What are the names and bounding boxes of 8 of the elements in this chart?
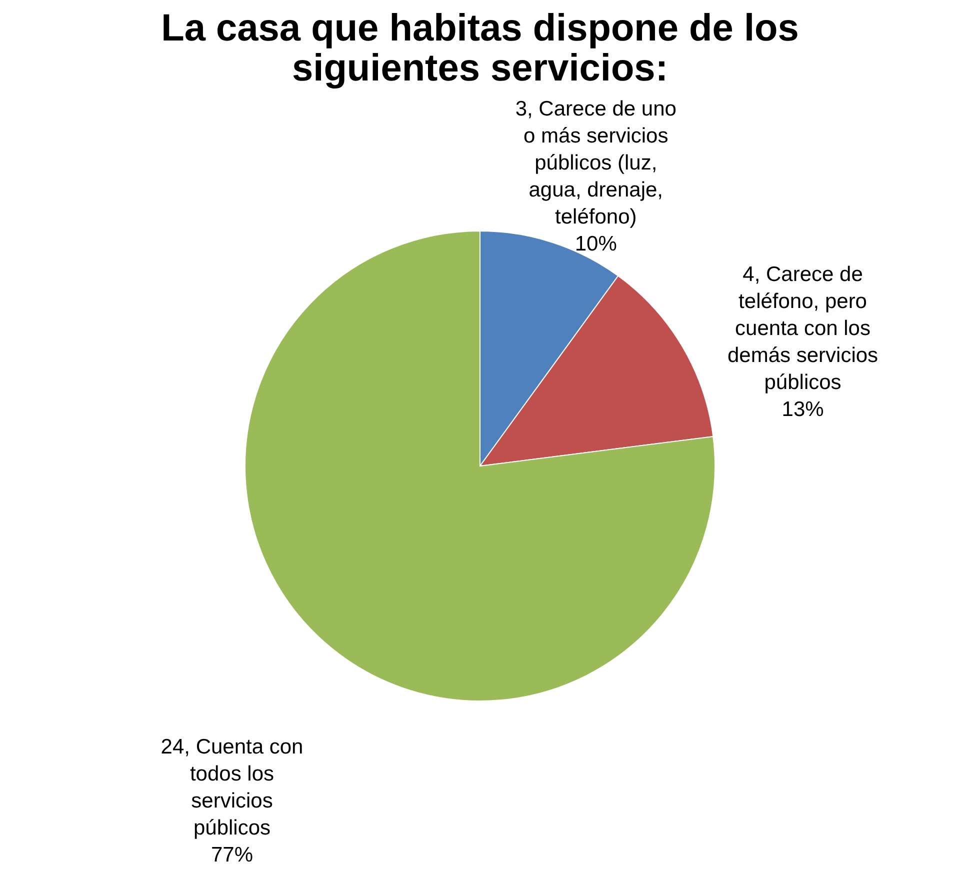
- data-label: 13%: [782, 398, 824, 422]
- data-label: 77%: [210, 843, 254, 866]
- chart-title: La casa que habitas dispone de los siguientes servicios:: [161, 7, 799, 90]
- slice-label: 24, Cuenta con todos los servicios públicos: [160, 735, 304, 840]
- slice-label: 3, Carece de uno o más servicios públicos (luz, agua, drenaje, teléfono): [515, 97, 676, 228]
- data-label: 10%: [574, 232, 617, 256]
- slice-label: 4, Carece de teléfono, pero cuenta con los demás servicios públicos: [727, 263, 878, 394]
- pie-slice: [244, 230, 716, 702]
